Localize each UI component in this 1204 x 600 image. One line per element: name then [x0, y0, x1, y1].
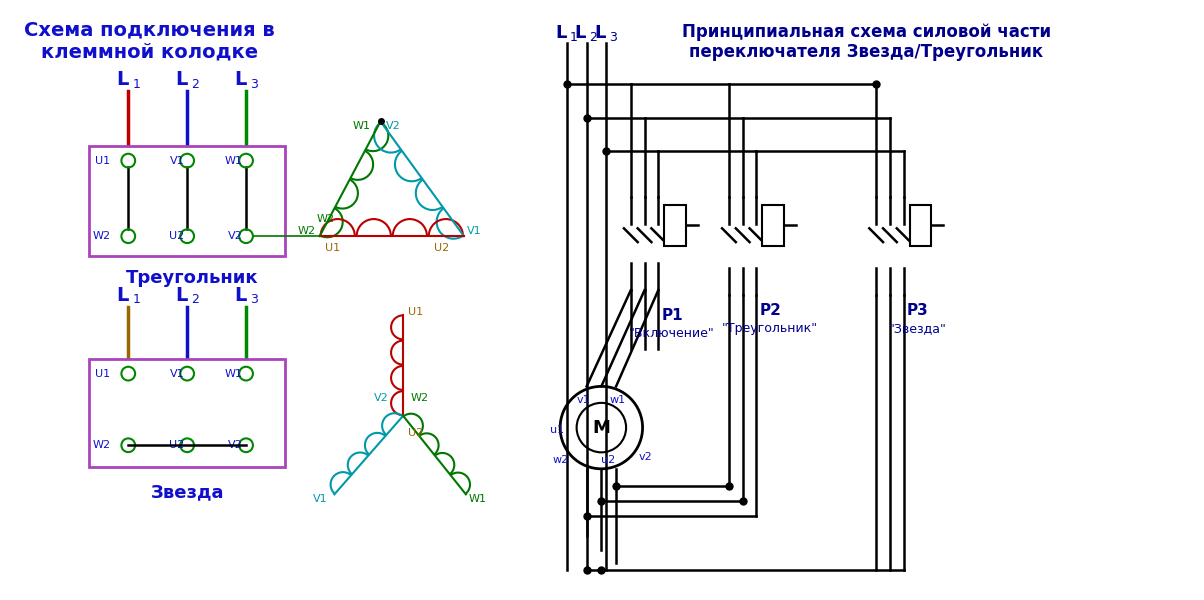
Text: W2: W2 [93, 231, 111, 241]
Text: 1: 1 [132, 293, 140, 307]
Bar [665, 205, 686, 246]
Text: U2: U2 [169, 231, 184, 241]
Text: V1: V1 [313, 494, 327, 504]
Text: W1: W1 [353, 121, 371, 131]
Text: L: L [176, 70, 188, 89]
Text: W1: W1 [225, 368, 243, 379]
Text: v1: v1 [577, 395, 590, 405]
Text: L: L [117, 286, 129, 305]
Text: "Включение": "Включение" [630, 327, 715, 340]
Text: "Звезда": "Звезда" [889, 322, 946, 335]
Text: u2: u2 [601, 455, 615, 465]
Text: V1: V1 [467, 226, 482, 236]
Text: клеммной колодке: клеммной колодке [41, 43, 259, 62]
Text: 2: 2 [191, 77, 199, 91]
Text: P3: P3 [907, 303, 928, 318]
Text: V2: V2 [229, 231, 243, 241]
Text: U1: U1 [408, 307, 423, 317]
Text: w2: w2 [553, 455, 568, 465]
Text: w1: w1 [609, 395, 625, 405]
Bar [89, 146, 285, 256]
Text: 1: 1 [569, 31, 578, 44]
Text: 2: 2 [191, 293, 199, 307]
Text: P2: P2 [760, 303, 781, 318]
Text: L: L [574, 24, 586, 42]
Text: L: L [555, 24, 567, 42]
Text: u1: u1 [550, 425, 565, 434]
Text: U2: U2 [435, 243, 450, 253]
Text: 2: 2 [590, 31, 597, 44]
Text: L: L [595, 24, 606, 42]
Text: V1: V1 [170, 368, 184, 379]
Text: V2: V2 [385, 121, 400, 131]
Text: W2: W2 [93, 440, 111, 450]
Text: W2: W2 [317, 214, 335, 224]
Text: Треугольник: Треугольник [125, 269, 259, 287]
Text: 3: 3 [609, 31, 618, 44]
Text: W1: W1 [225, 155, 243, 166]
Text: U1: U1 [325, 243, 340, 253]
Text: W2: W2 [299, 226, 317, 236]
Bar [762, 205, 784, 246]
Text: M: M [592, 419, 610, 437]
Text: U1: U1 [95, 155, 111, 166]
Text: W2: W2 [411, 393, 429, 403]
Text: L: L [176, 286, 188, 305]
Text: L: L [235, 70, 247, 89]
Text: L: L [235, 286, 247, 305]
Text: V1: V1 [170, 155, 184, 166]
Text: Звезда: Звезда [150, 484, 224, 502]
Text: P1: P1 [661, 308, 683, 323]
Text: 1: 1 [132, 77, 140, 91]
Text: 3: 3 [250, 77, 258, 91]
Text: 3: 3 [250, 293, 258, 307]
Text: V2: V2 [229, 440, 243, 450]
Text: U1: U1 [95, 368, 111, 379]
Text: V2: V2 [373, 393, 389, 403]
Text: U2: U2 [408, 428, 424, 439]
Text: v2: v2 [638, 452, 653, 462]
Text: переключателя Звезда/Треугольник: переключателя Звезда/Треугольник [690, 43, 1044, 61]
Text: L: L [117, 70, 129, 89]
Bar [89, 359, 285, 467]
Text: Принципиальная схема силовой части: Принципиальная схема силовой части [681, 23, 1051, 41]
Text: Схема подключения в: Схема подключения в [24, 20, 276, 39]
Bar [909, 205, 931, 246]
Text: "Треугольник": "Треугольник" [722, 322, 819, 335]
Text: W1: W1 [468, 494, 486, 504]
Text: U2: U2 [169, 440, 184, 450]
